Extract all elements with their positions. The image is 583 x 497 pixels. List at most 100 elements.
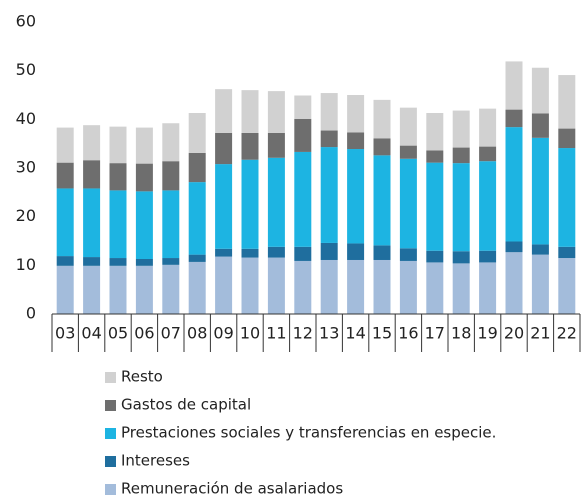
bar-segment <box>188 261 206 314</box>
bar-segment <box>83 265 101 314</box>
x-tick-label: 06 <box>134 324 154 343</box>
bar-segment <box>320 242 338 260</box>
x-tick-label: 07 <box>161 324 181 343</box>
bar-segment <box>373 99 391 139</box>
bar-segment <box>135 163 153 192</box>
bar-segment <box>83 257 101 266</box>
legend-label: Intereses <box>121 452 190 470</box>
bar-segment <box>215 248 233 257</box>
bar-segment <box>479 250 497 263</box>
legend-label: Resto <box>121 368 163 386</box>
bar-segment <box>347 132 365 150</box>
legend-label: Gastos de capital <box>121 396 251 414</box>
bar-segment <box>320 147 338 243</box>
bar-segment <box>558 246 576 259</box>
y-tick-label: 50 <box>16 60 36 79</box>
bar-segment <box>558 75 576 129</box>
bar-segment <box>56 127 74 163</box>
bar-segment <box>135 265 153 314</box>
x-tick-label: 12 <box>293 324 313 343</box>
x-tick-label: 19 <box>477 324 497 343</box>
bar-segment <box>531 67 549 114</box>
bar-segment <box>373 155 391 246</box>
bar-segment <box>320 93 338 131</box>
bar-segment <box>373 138 391 156</box>
bar-segment <box>83 188 101 258</box>
bar-segment <box>109 190 127 259</box>
x-tick-label: 20 <box>504 324 524 343</box>
y-tick-label: 20 <box>16 206 36 225</box>
bar-segment <box>267 91 285 133</box>
bar-segment <box>505 61 523 110</box>
x-tick-label: 10 <box>240 324 260 343</box>
bar-segment <box>426 162 444 251</box>
bar-segment <box>426 113 444 151</box>
bar-segment <box>399 248 417 261</box>
bar-segment <box>188 152 206 183</box>
bar-segment <box>558 258 576 314</box>
bar-segment <box>188 254 206 262</box>
bar-segment <box>426 150 444 163</box>
bar-segment <box>83 125 101 161</box>
bar-segment <box>505 109 523 128</box>
bar-segment <box>56 256 74 266</box>
bar-segment <box>241 248 259 258</box>
bar-segment <box>479 146 497 162</box>
bar-segment <box>505 241 523 253</box>
bar-segment <box>109 163 127 191</box>
bar-segment <box>399 107 417 146</box>
bar-segment <box>452 110 470 148</box>
x-tick-label: 16 <box>398 324 418 343</box>
bar-segment <box>267 246 285 258</box>
bar-segment <box>426 250 444 263</box>
bar-segment <box>56 188 74 257</box>
bar-segment <box>109 265 127 314</box>
legend-swatch <box>105 428 116 439</box>
bar-segment <box>162 258 180 265</box>
bar-segment <box>294 151 312 247</box>
y-tick-label: 60 <box>16 12 36 31</box>
bar-segment <box>558 148 576 247</box>
x-tick-label: 18 <box>451 324 471 343</box>
bar-segment <box>215 164 233 249</box>
y-tick-label: 40 <box>16 109 36 128</box>
bar-segment <box>83 160 101 189</box>
bar-segment <box>241 159 259 249</box>
bar-segment <box>241 257 259 314</box>
x-tick-label: 08 <box>187 324 207 343</box>
bar-segment <box>320 259 338 314</box>
legend-swatch <box>105 456 116 467</box>
bar-segment <box>294 118 312 152</box>
bar-segment <box>452 147 470 164</box>
bar-segment <box>267 157 285 247</box>
legend-swatch <box>105 400 116 411</box>
bar-segment <box>135 191 153 260</box>
y-tick-label: 10 <box>16 255 36 274</box>
bar-segment <box>479 262 497 314</box>
bar-segment <box>162 123 180 162</box>
bar-segment <box>188 113 206 153</box>
bar-segment <box>531 254 549 314</box>
legend-label: Remuneración de asalariados <box>121 480 343 497</box>
bar-segment <box>531 244 549 255</box>
bar-segment <box>399 145 417 159</box>
bar-segment <box>373 259 391 314</box>
x-tick-label: 22 <box>557 324 577 343</box>
bar-segment <box>162 190 180 259</box>
legend-label: Prestaciones sociales y transferencias e… <box>121 424 496 442</box>
bar-segment <box>294 246 312 261</box>
bar-segment <box>452 163 470 252</box>
bar-segment <box>162 161 180 191</box>
bar-segment <box>452 251 470 264</box>
bar-segment <box>56 265 74 314</box>
bar-segment <box>505 252 523 314</box>
bar-segment <box>426 262 444 314</box>
bar-segment <box>241 132 259 160</box>
bar-segment <box>241 90 259 133</box>
bar-segment <box>294 260 312 314</box>
bar-segment <box>399 260 417 314</box>
x-tick-label: 15 <box>372 324 392 343</box>
bar-segment <box>373 245 391 260</box>
bar-segment <box>531 113 549 138</box>
